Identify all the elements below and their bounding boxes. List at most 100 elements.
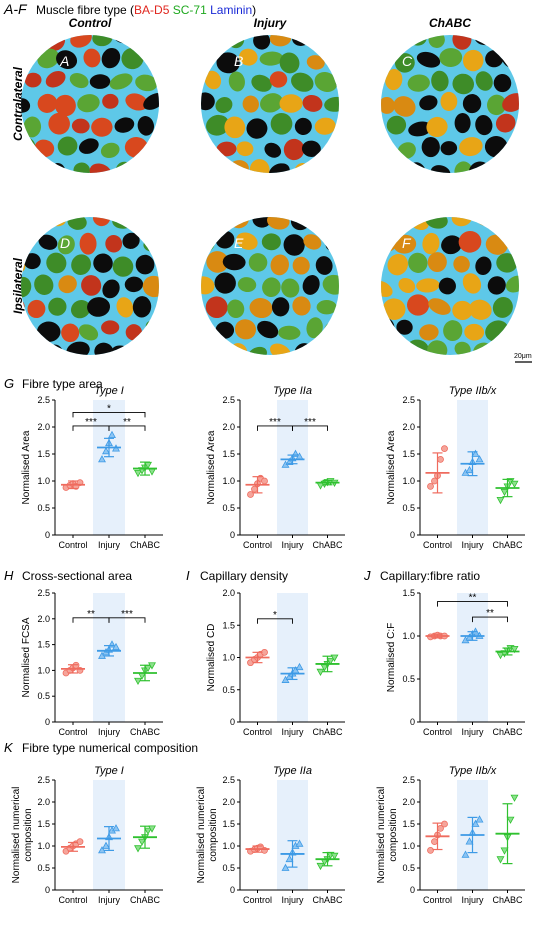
muscle-fibre <box>381 35 384 45</box>
muscle-fibre <box>1 30 21 51</box>
chart-subtitle: Type IIb/x <box>449 765 497 777</box>
row-label-ipsilateral: Ipsilateral <box>11 257 25 314</box>
muscle-fibre <box>312 35 336 44</box>
muscle-fibre <box>216 141 237 157</box>
muscle-fibre <box>535 255 540 277</box>
y-axis-label: Normalised FCSA <box>21 617 32 697</box>
significance-bracket <box>108 425 146 431</box>
muscle-fibre <box>122 232 140 249</box>
x-tick-label-control: Control <box>58 727 87 737</box>
muscle-fibre <box>157 35 159 47</box>
chart-k2: 0 0.5 1.0 1.5 2.0 2.5 Control Injury ChABC Normal… <box>196 765 345 905</box>
y-axis-label: Normalised Area <box>21 430 32 504</box>
y-tick-label: 0 <box>230 885 235 895</box>
muscle-fibre <box>454 341 471 355</box>
y-tick-label: 1.0 <box>222 476 235 486</box>
muscle-fibre <box>408 252 428 273</box>
muscle-fibre <box>177 340 202 362</box>
significance-label: * <box>273 610 277 621</box>
data-point-control <box>431 477 438 485</box>
data-point-chabc <box>330 654 339 662</box>
y-axis-label: Normalised C:F <box>386 623 397 692</box>
significance-bracket <box>72 411 146 418</box>
muscle-fibre <box>21 98 31 113</box>
muscle-fibre <box>252 217 272 228</box>
x-tick-label-chabc: ChABC <box>492 895 523 905</box>
y-tick-label: 0 <box>45 717 50 727</box>
x-tick-label-chabc: ChABC <box>312 727 343 737</box>
muscle-fibre <box>201 48 213 69</box>
muscle-fibre <box>536 70 540 89</box>
data-point-chabc <box>316 668 325 677</box>
chart-subtitle: Type I <box>94 765 124 777</box>
muscle-fibre <box>206 35 225 48</box>
x-tick-label-injury: Injury <box>281 895 304 905</box>
y-tick-label: 1.0 <box>37 476 50 486</box>
muscle-fibre <box>114 117 135 133</box>
muscle-fibre <box>260 93 283 113</box>
muscle-fibre <box>73 162 91 173</box>
data-point-injury <box>471 819 480 827</box>
muscle-fibre <box>222 253 246 271</box>
y-axis-label: Normalised Area <box>386 430 397 504</box>
data-point-chabc <box>134 845 142 853</box>
muscle-fibre <box>176 24 207 54</box>
muscle-fibre <box>26 159 44 173</box>
muscle-fibre <box>102 279 120 299</box>
muscle-fibre <box>452 73 475 95</box>
muscle-fibre <box>356 119 377 138</box>
header-title: Muscle fibre type (BA-D5 SC-71 Laminin) <box>36 3 256 17</box>
significance-label: *** <box>121 609 133 620</box>
y-tick-label: 1.0 <box>402 841 415 851</box>
significance-label: *** <box>269 417 281 428</box>
chart-g3: 0 0.5 1.0 1.5 2.0 2.5 Control Injury ChABC Normal… <box>386 385 525 550</box>
y-axis-label-line: composition <box>208 808 219 861</box>
chart-subtitle: Type IIa <box>273 385 312 397</box>
panel-label-f: F <box>402 235 412 251</box>
y-tick-label: 1.5 <box>222 449 235 459</box>
y-tick-label: 1.0 <box>402 476 415 486</box>
muscle-fibre <box>438 277 456 295</box>
muscle-fibre <box>109 73 133 90</box>
data-point-injury <box>295 839 304 847</box>
y-axis-label-line: Normalised numerical <box>376 787 387 884</box>
y-tick-label: 1.5 <box>402 588 415 598</box>
muscle-fibre <box>301 140 321 157</box>
y-tick-label: 0.5 <box>37 503 50 513</box>
x-tick-label-chabc: ChABC <box>492 727 523 737</box>
muscle-fibre <box>281 278 300 298</box>
muscle-fibre <box>79 232 97 255</box>
muscle-fibre <box>37 93 58 113</box>
muscle-fibre <box>529 277 540 295</box>
muscle-fibre <box>201 139 212 156</box>
muscle-fibre <box>169 141 192 161</box>
muscle-fibre <box>384 35 404 50</box>
muscle-fibre <box>251 74 272 92</box>
muscle-fibre <box>283 234 305 256</box>
y-tick-label: 1.5 <box>37 819 50 829</box>
section-letter-k: K <box>4 740 14 755</box>
muscle-fibre <box>201 296 203 317</box>
section-letter-j: J <box>363 568 371 583</box>
x-tick-label-injury: Injury <box>98 540 121 550</box>
chart-subtitle: Type I <box>94 385 124 397</box>
muscle-fibre <box>23 116 42 138</box>
data-point-control <box>431 838 438 845</box>
muscle-fibre <box>92 35 113 47</box>
muscle-fibre <box>352 51 374 75</box>
muscle-fibre <box>492 296 513 318</box>
data-point-injury <box>108 430 116 438</box>
y-tick-label: 0.5 <box>402 863 415 873</box>
muscle-fibre <box>45 71 66 88</box>
muscle-fibre <box>93 253 113 273</box>
muscle-fibre <box>204 345 221 355</box>
muscle-fibre <box>214 272 236 294</box>
y-axis-label: Normalised numericalcomposition <box>196 787 219 884</box>
muscle-fibre <box>498 160 515 173</box>
muscle-fibre <box>201 276 215 295</box>
muscle-fibre <box>360 73 384 92</box>
muscle-fibre <box>179 66 205 93</box>
muscle-fibre <box>335 71 339 93</box>
muscle-fibre <box>201 255 205 272</box>
title-prefix: Muscle fibre type ( <box>36 3 134 17</box>
